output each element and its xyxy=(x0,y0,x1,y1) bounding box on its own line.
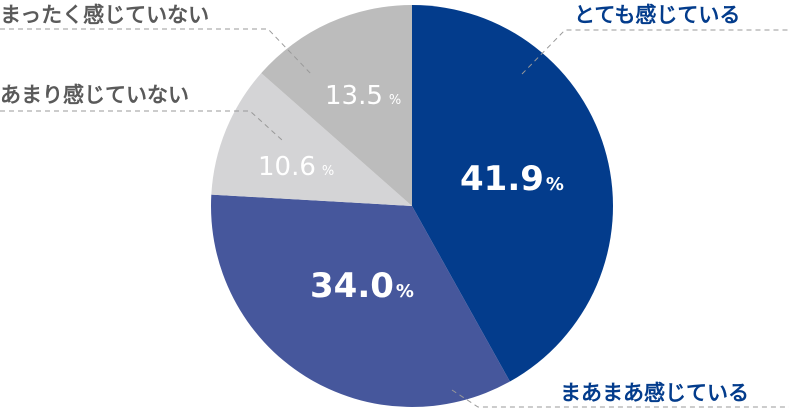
data-label-2: 10.6% xyxy=(258,152,334,182)
data-label-1: 34.0% xyxy=(310,266,414,306)
slice-label-0: とても感じている xyxy=(574,3,740,27)
pie-slice-1 xyxy=(210,194,510,407)
data-label-3: 13.5% xyxy=(325,81,401,111)
data-label-0: 41.9% xyxy=(460,159,564,199)
leader-line-maamaa xyxy=(451,389,789,408)
pie-slice-3 xyxy=(261,5,412,206)
slice-label-1: まあまあ感じている xyxy=(560,381,749,405)
slice-label-2: あまり感じていない xyxy=(0,83,189,107)
leader-line-totemo xyxy=(521,29,789,75)
slice-label-3: まったく感じていない xyxy=(0,3,209,27)
leader-line-amari xyxy=(0,110,283,141)
pie-slice-0 xyxy=(412,5,613,382)
pie-slice-2 xyxy=(211,73,412,206)
leader-line-mattaku xyxy=(0,28,313,76)
